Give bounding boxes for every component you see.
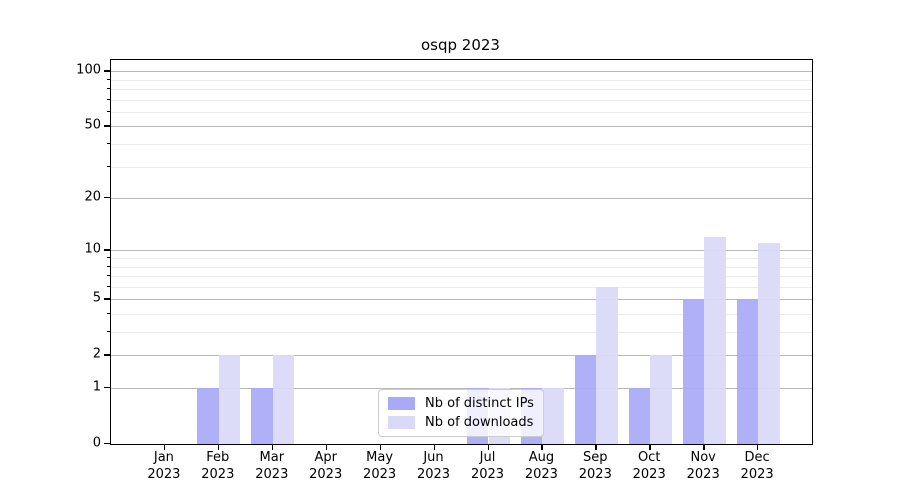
- x-tick-jan: [163, 444, 166, 451]
- legend-label-downloads: Nb of downloads: [425, 415, 534, 430]
- y-tick-label-10: 10: [84, 241, 101, 257]
- legend-item-distinct-ips: Nb of distinct IPs: [388, 396, 534, 411]
- gridline-8: [111, 266, 812, 268]
- gridline-3: [111, 332, 812, 333]
- gridline-1: [111, 388, 812, 389]
- y-tick-label-20: 20: [84, 189, 101, 205]
- x-tick-apr: [325, 444, 328, 451]
- x-tick-label-oct: Oct 2023: [632, 450, 666, 482]
- y-tick-1: [104, 387, 110, 389]
- gridline-50: [111, 126, 812, 128]
- x-tick-label-feb: Feb 2023: [201, 450, 235, 482]
- x-tick-nov: [703, 444, 705, 451]
- gridline-4: [111, 314, 812, 315]
- bar-downloads-sep: [596, 286, 618, 444]
- y-minortick-70: [106, 98, 110, 101]
- x-tick-label-aug: Aug 2023: [524, 450, 558, 482]
- x-tick-label-nov: Nov 2023: [686, 450, 720, 482]
- gridline-40: [111, 144, 812, 145]
- bar-downloads-oct: [650, 355, 672, 444]
- bar-distinct-ips-mar: [251, 388, 273, 444]
- y-tick-label-100: 100: [76, 62, 101, 78]
- gridline-100: [111, 71, 812, 73]
- bar-downloads-feb: [218, 355, 241, 444]
- x-tick-feb: [217, 444, 220, 451]
- gridline-70: [111, 99, 812, 101]
- bar-downloads-aug: [542, 388, 564, 444]
- y-minortick-3: [106, 331, 110, 333]
- y-minortick-40: [106, 143, 110, 145]
- chart-title: osqp 2023: [421, 36, 500, 54]
- legend-swatch-distinct-ips: [388, 397, 415, 410]
- gridline-90: [111, 79, 812, 81]
- bar-distinct-ips-dec: [736, 299, 759, 444]
- y-minortick-7: [106, 275, 110, 277]
- y-tick-10: [104, 249, 110, 251]
- x-tick-label-sep: Sep 2023: [578, 450, 612, 482]
- bar-distinct-ips-oct: [628, 388, 651, 444]
- x-tick-may: [379, 444, 381, 451]
- x-tick-label-mar: Mar 2023: [255, 450, 289, 482]
- y-tick-label-50: 50: [84, 117, 101, 133]
- y-tick-label-1: 1: [92, 379, 101, 395]
- x-tick-label-jul: Jul 2023: [470, 450, 505, 482]
- gridline-6: [111, 286, 812, 288]
- x-tick-label-apr: Apr 2023: [309, 450, 343, 482]
- y-minortick-60: [106, 110, 110, 113]
- bar-downloads-nov: [704, 236, 726, 444]
- gridline-9: [111, 258, 812, 259]
- x-tick-label-jan: Jan 2023: [147, 450, 181, 482]
- y-minortick-4: [106, 313, 110, 315]
- gridline-60: [111, 111, 812, 113]
- gridline-10: [111, 250, 812, 252]
- gridline-5: [111, 299, 812, 301]
- y-minortick-30: [106, 165, 110, 167]
- x-tick-label-dec: Dec 2023: [740, 450, 774, 482]
- x-tick-sep: [595, 444, 597, 451]
- y-tick-0: [104, 443, 110, 445]
- bar-distinct-ips-nov: [682, 299, 705, 444]
- legend-item-downloads: Nb of downloads: [388, 415, 534, 430]
- x-tick-label-jun: Jun 2023: [416, 450, 451, 482]
- y-minortick-6: [106, 285, 110, 288]
- plot-area: Nb of distinct IPs Nb of downloads: [110, 59, 813, 445]
- y-tick-label-2: 2: [92, 346, 101, 362]
- bar-downloads-dec: [758, 243, 780, 444]
- y-tick-20: [104, 197, 110, 199]
- x-tick-label-may: May 2023: [363, 450, 397, 482]
- y-minortick-90: [106, 78, 110, 80]
- bar-distinct-ips-sep: [574, 355, 597, 444]
- legend-label-distinct-ips: Nb of distinct IPs: [425, 396, 534, 411]
- gridline-7: [111, 276, 812, 277]
- x-tick-jul: [487, 444, 489, 451]
- gridline-20: [111, 198, 812, 200]
- y-tick-2: [104, 354, 110, 356]
- y-tick-label-0: 0: [92, 435, 101, 451]
- gridline-30: [111, 166, 812, 168]
- legend: Nb of distinct IPs Nb of downloads: [378, 389, 544, 437]
- gridline-80: [111, 89, 812, 90]
- y-minortick-9: [106, 257, 110, 259]
- x-tick-jun: [433, 444, 435, 451]
- x-tick-dec: [757, 444, 759, 451]
- y-tick-5: [104, 298, 110, 300]
- gridline-2: [111, 355, 812, 357]
- bar-downloads-mar: [272, 355, 295, 444]
- y-minortick-8: [106, 265, 110, 267]
- legend-swatch-downloads: [388, 416, 415, 429]
- x-tick-aug: [541, 444, 543, 451]
- x-tick-oct: [649, 444, 651, 451]
- bar-distinct-ips-feb: [197, 388, 219, 444]
- y-tick-label-5: 5: [92, 290, 101, 306]
- x-tick-mar: [271, 444, 274, 451]
- y-tick-100: [104, 70, 110, 72]
- y-tick-50: [104, 125, 110, 127]
- y-minortick-80: [106, 88, 110, 90]
